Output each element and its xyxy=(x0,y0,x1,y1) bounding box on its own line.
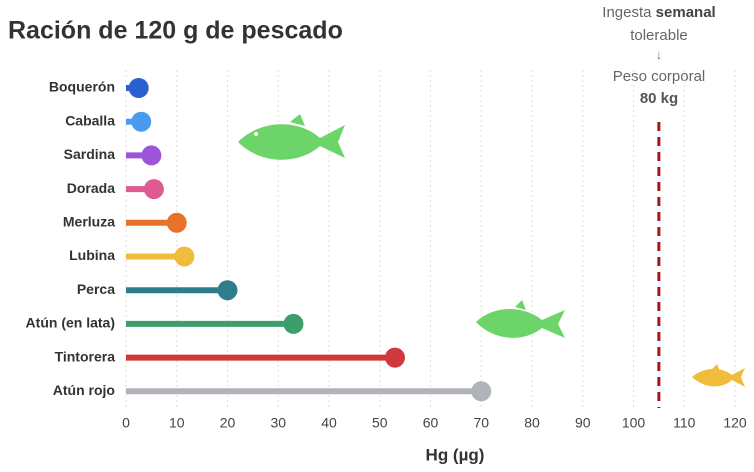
fish-eye xyxy=(254,132,258,136)
y-tick-label: Atún rojo xyxy=(53,382,115,398)
y-tick-label: Sardina xyxy=(64,146,116,162)
lollipop-dot xyxy=(217,280,238,301)
x-tick-label: 0 xyxy=(122,415,130,431)
lollipop-dot xyxy=(166,212,187,233)
x-tick-label: 70 xyxy=(473,415,489,431)
y-tick-label: Lubina xyxy=(69,247,115,263)
y-tick-label: Dorada xyxy=(67,180,115,196)
x-tick-label: 110 xyxy=(673,415,696,431)
annotation: Ingesta semanal xyxy=(602,4,715,21)
annotation-text: 80 kg xyxy=(640,90,678,107)
fish-icon xyxy=(238,114,565,338)
annotation-text: Ingesta xyxy=(602,4,652,21)
annotation-text: tolerable xyxy=(630,27,688,44)
lollipop-dot xyxy=(384,347,405,368)
lollipop-dot xyxy=(174,246,195,267)
lollipop-dot xyxy=(143,179,164,200)
y-tick-label: Merluza xyxy=(63,214,115,230)
chart-title: Ración de 120 g de pescado xyxy=(8,17,343,45)
y-tick-label: Caballa xyxy=(65,112,115,128)
x-tick-label: 50 xyxy=(372,415,388,431)
x-tick-label: 40 xyxy=(321,415,337,431)
x-tick-label: 120 xyxy=(723,415,747,431)
x-tick-label: 90 xyxy=(575,415,591,431)
y-tick-label: Boquerón xyxy=(49,79,115,95)
x-tick-label: 60 xyxy=(423,415,439,431)
y-tick-label: Atún (en lata) xyxy=(26,315,115,331)
lollipop-dot xyxy=(128,78,149,98)
lollipop-dot xyxy=(471,381,492,402)
annotation-arrow: ↓ xyxy=(656,48,662,62)
y-tick-label: Tintorera xyxy=(55,348,116,364)
x-axis-label: Hg (µg) xyxy=(426,445,485,464)
annotation-text: semanal xyxy=(656,4,716,21)
x-tick-label: 20 xyxy=(220,415,236,431)
lollipop-dot xyxy=(141,145,162,166)
lollipop-dot xyxy=(131,111,152,132)
x-tick-label: 30 xyxy=(270,415,286,431)
x-tick-label: 80 xyxy=(524,415,540,431)
lollipop-dot xyxy=(283,313,304,334)
x-tick-label: 100 xyxy=(622,415,646,431)
annotation-text: Peso corporal xyxy=(613,68,706,85)
x-tick-label: 10 xyxy=(169,415,185,431)
fish-icon xyxy=(692,364,745,387)
y-tick-label: Perca xyxy=(77,281,115,297)
